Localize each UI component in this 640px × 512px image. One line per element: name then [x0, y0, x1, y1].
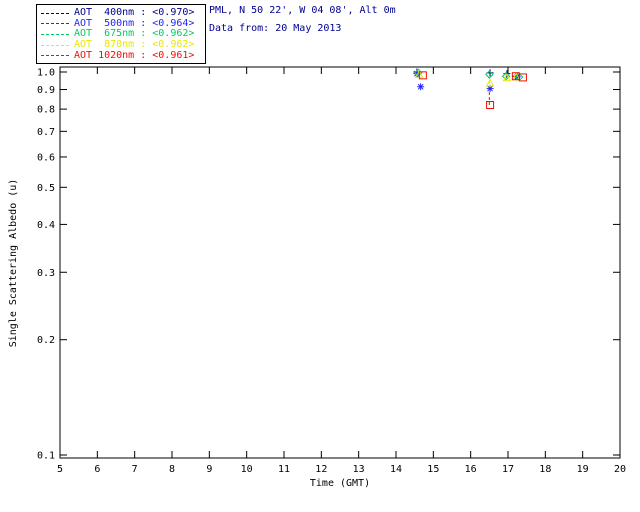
x-axis-ticks: 5 6 7 8 9 10 11 12 13 14 15 16 17 18 19 20 — [57, 67, 626, 475]
y-tick-label: 1.0 — [37, 68, 55, 79]
legend-item-label: AOT 675nm : <0.962> — [74, 28, 195, 40]
y-axis-label: Single Scattering Albedo (u) — [8, 179, 19, 348]
y-axis-ticks: 1.0 0.9 0.8 0.7 0.6 0.5 0.4 0.3 0.2 0.1 — [37, 68, 620, 462]
series-aot-400nm — [413, 68, 520, 80]
legend-item-label: AOT 1020nm : <0.961> — [74, 49, 195, 61]
y-tick-label: 0.4 — [37, 220, 55, 231]
y-tick-label: 0.2 — [37, 335, 55, 346]
x-tick-label: 14 — [390, 464, 402, 475]
x-tick-label: 20 — [614, 464, 626, 475]
x-tick-label: 11 — [278, 464, 290, 475]
x-tick-label: 10 — [241, 464, 253, 475]
x-tick-label: 9 — [206, 464, 212, 475]
x-tick-label: 17 — [502, 464, 514, 475]
x-tick-label: 18 — [539, 464, 551, 475]
legend-item-label: AOT 500nm : <0.964> — [74, 17, 195, 29]
x-tick-label: 13 — [353, 464, 365, 475]
x-tick-label: 15 — [427, 464, 439, 475]
x-tick-label: 7 — [132, 464, 138, 475]
y-tick-label: 0.9 — [37, 85, 55, 96]
y-tick-label: 0.6 — [37, 152, 55, 163]
y-tick-label: 0.1 — [37, 451, 55, 462]
legend-item-500nm: AOT 500nm : <0.964> — [41, 17, 201, 30]
x-tick-label: 6 — [94, 464, 100, 475]
x-tick-label: 16 — [465, 464, 477, 475]
x-tick-label: 8 — [169, 464, 175, 475]
legend-line-sample-1020nm — [41, 55, 69, 57]
x-tick-label: 19 — [577, 464, 589, 475]
y-tick-label: 0.5 — [37, 183, 55, 194]
data-date: Data from: 20 May 2013 — [209, 23, 342, 34]
plot-frame — [59, 66, 621, 459]
legend-box: AOT 400nm : <0.970> AOT 500nm : <0.964> … — [36, 4, 206, 64]
legend-item-label: AOT 400nm : <0.970> — [74, 7, 195, 19]
x-axis-label: Time (GMT) — [310, 478, 370, 489]
legend-line-sample-500nm — [41, 23, 69, 25]
legend-line-sample-675nm — [41, 33, 69, 35]
legend-line-sample-400nm — [41, 12, 69, 14]
station-header: PML, N 50 22', W 04 08', Alt 0m Data fro… — [209, 5, 396, 41]
series-aot-1020nm — [418, 71, 527, 110]
x-tick-label: 5 — [57, 464, 63, 475]
legend-item-675nm: AOT 675nm : <0.962> — [41, 29, 201, 40]
legend-item-1020nm: AOT 1020nm : <0.961> — [41, 50, 201, 61]
legend-item-400nm: AOT 400nm : <0.970> — [41, 8, 201, 19]
y-tick-label: 0.7 — [37, 127, 55, 138]
legend-line-sample-870nm — [41, 44, 69, 46]
x-tick-label: 12 — [315, 464, 327, 475]
y-tick-label: 0.3 — [37, 268, 55, 279]
station-info: PML, N 50 22', W 04 08', Alt 0m — [209, 5, 396, 16]
legend-item-870nm: AOT 870nm : <0.962> — [41, 40, 201, 51]
legend-item-label: AOT 870nm : <0.962> — [74, 39, 195, 51]
y-tick-label: 0.8 — [37, 105, 55, 116]
